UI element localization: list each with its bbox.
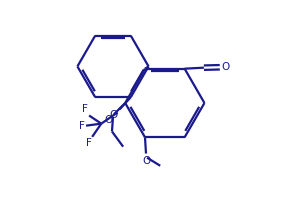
Text: F: F	[82, 104, 88, 115]
Text: O: O	[104, 115, 112, 125]
Text: O: O	[142, 156, 150, 166]
Text: O: O	[221, 62, 230, 72]
Text: F: F	[86, 138, 92, 148]
Text: F: F	[79, 121, 85, 131]
Text: O: O	[110, 110, 118, 121]
